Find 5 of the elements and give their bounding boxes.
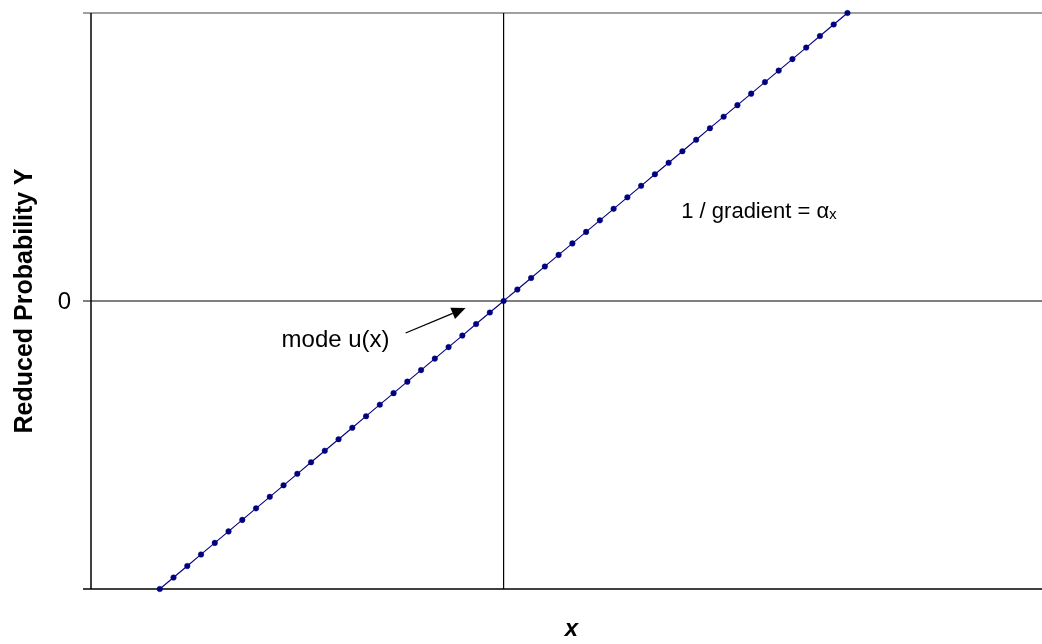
y-axis-title: Reduced Probability Y [9, 168, 37, 434]
annotation: mode u(x) [281, 325, 390, 352]
x-axis-title: x [562, 614, 580, 641]
annotation: 1 / gradient = αₓ [681, 198, 838, 224]
ref-line-label: 0 [57, 287, 71, 315]
